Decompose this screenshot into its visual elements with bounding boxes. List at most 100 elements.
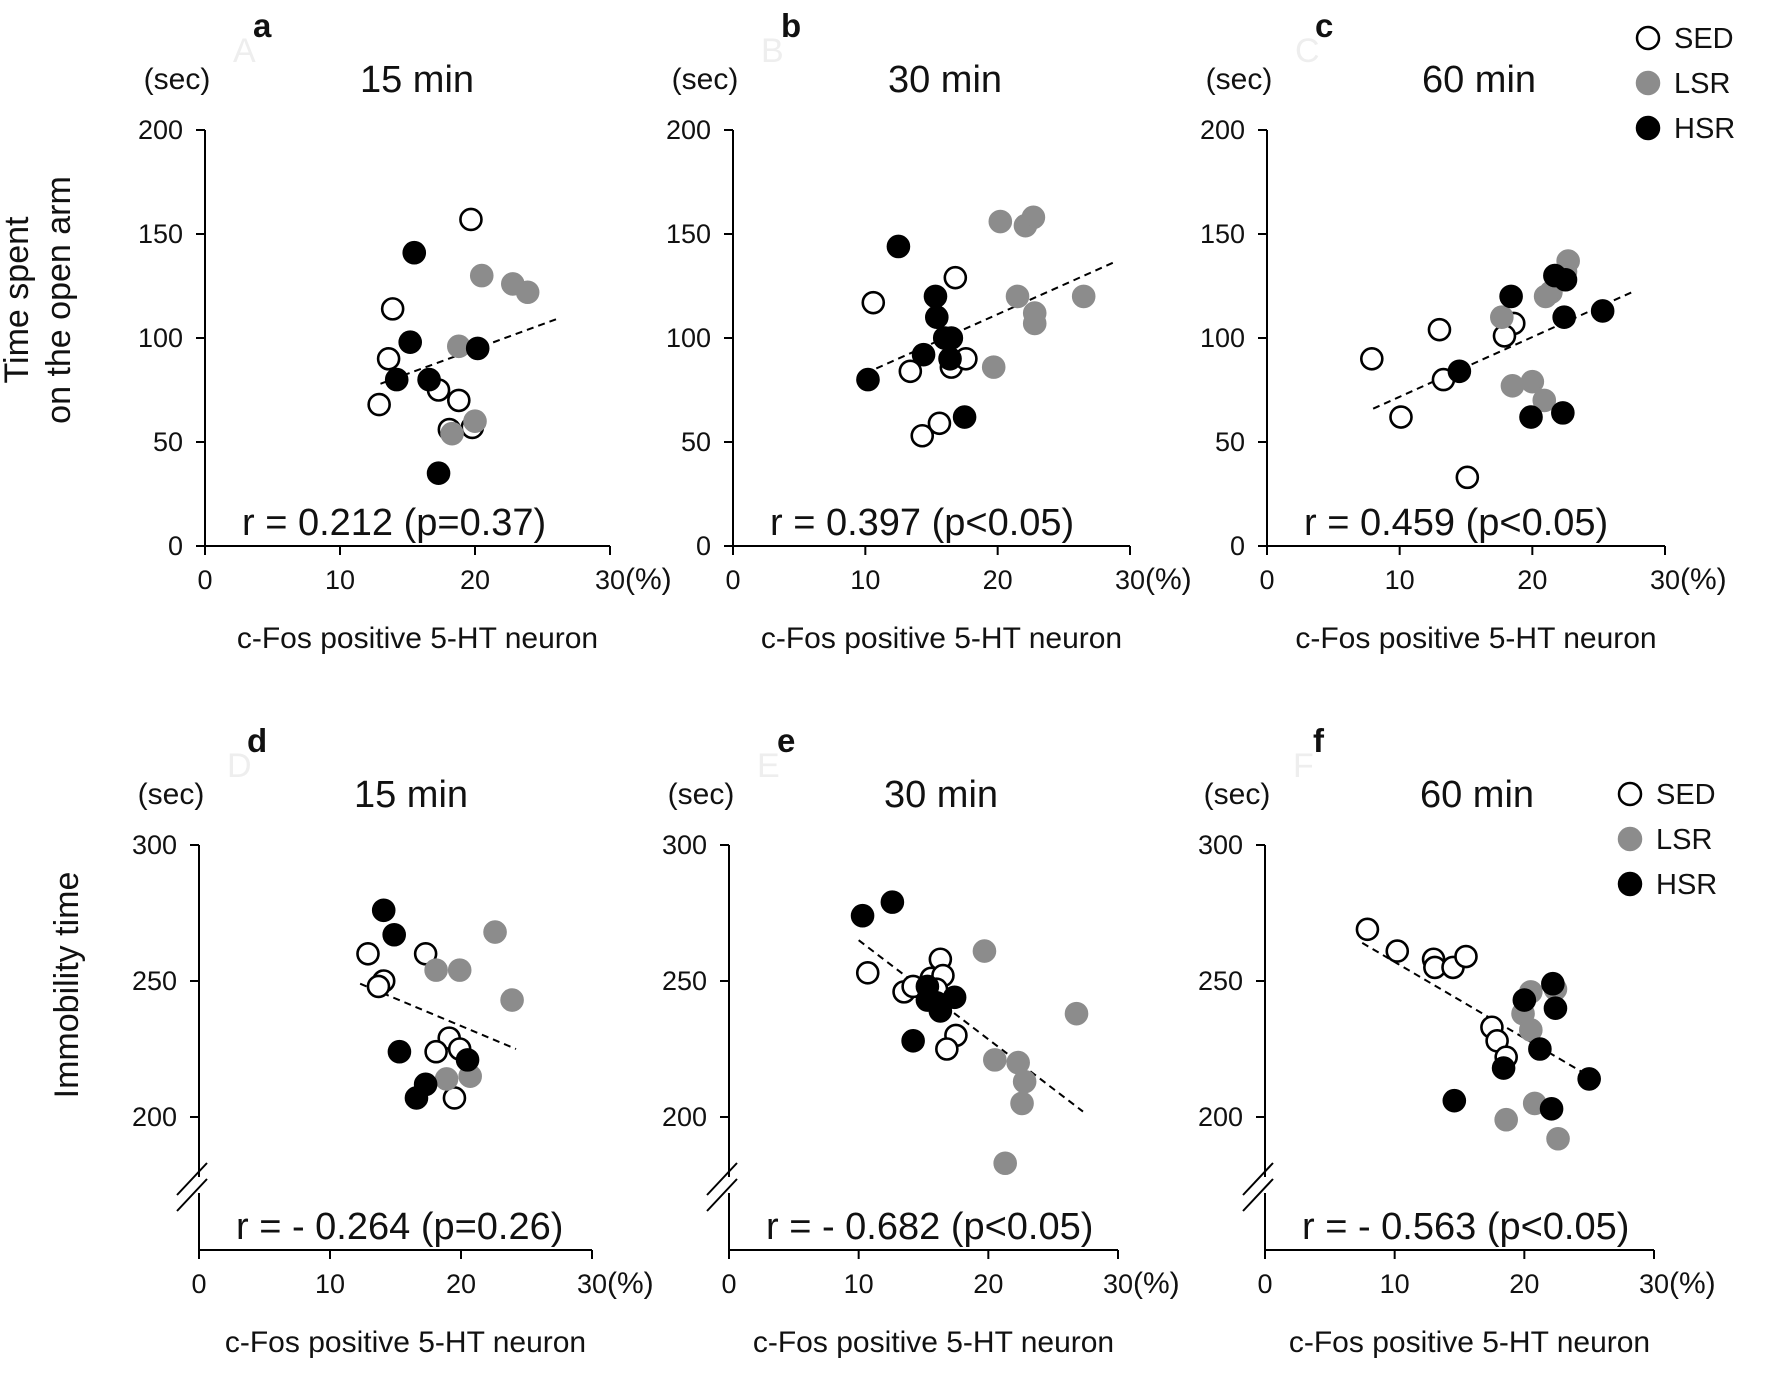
data-point-hsr [455, 1048, 480, 1072]
correlation-annotation: r = - 0.682 (p<0.05) [766, 1206, 1093, 1248]
data-point-hsr [942, 985, 967, 1010]
data-point-hsr [923, 284, 948, 309]
y-tick-label: 0 [168, 531, 183, 561]
legend-bottom: SED LSR HSR [1617, 779, 1717, 901]
data-point-lsr [1071, 284, 1096, 309]
x-axis-label: c-Fos positive 5-HT neuron [1295, 622, 1656, 655]
y-unit-label: (sec) [672, 63, 739, 96]
data-point-lsr [1494, 1107, 1518, 1132]
legend-bottom-hsr-marker [1617, 871, 1643, 897]
y-tick-label: 200 [138, 115, 183, 145]
data-point-lsr [440, 421, 464, 446]
x-unit-label: (%) [1680, 563, 1727, 596]
x-tick-label: 20 [1517, 565, 1547, 595]
data-point-sed [424, 1039, 448, 1064]
y-label-top-line1: Time spent [0, 216, 36, 383]
trendline [864, 260, 1118, 375]
panel-label: e [777, 722, 795, 759]
panel-label: c [1315, 7, 1333, 44]
x-tick-label: 10 [315, 1269, 345, 1299]
data-point-hsr [1551, 401, 1575, 425]
data-point-hsr [1499, 284, 1523, 309]
data-point-lsr [1533, 284, 1558, 309]
axis-break-mark [706, 1178, 738, 1212]
x-tick-label: 10 [325, 565, 355, 595]
axis-break-mark [706, 1162, 738, 1196]
x-tick-label: 10 [850, 565, 880, 595]
y-tick-label: 100 [1200, 323, 1245, 353]
data-point-hsr [1519, 405, 1543, 429]
y-tick-label: 200 [1200, 115, 1245, 145]
data-point-lsr [1012, 1069, 1037, 1094]
x-axis-label: c-Fos positive 5-HT neuron [761, 622, 1122, 655]
data-point-lsr [988, 209, 1013, 234]
data-point-lsr [1519, 1018, 1543, 1042]
data-point-sed [855, 961, 880, 985]
data-point-hsr [850, 903, 875, 928]
data-point-hsr [1512, 988, 1537, 1012]
data-point-hsr [384, 367, 409, 392]
x-tick-label: 20 [460, 565, 490, 595]
y-tick-label: 250 [132, 966, 177, 996]
y-unit-label: (sec) [1206, 63, 1273, 96]
panel-label: b [781, 7, 801, 44]
data-point-sed [1455, 465, 1480, 490]
data-point-lsr [500, 988, 524, 1012]
legend-bottom-lsr-label: LSR [1656, 824, 1712, 856]
data-point-lsr [424, 958, 448, 982]
panel-title: 60 min [1422, 59, 1536, 101]
legend-top-lsr-label: LSR [1674, 68, 1730, 100]
y-unit-label: (sec) [144, 63, 211, 96]
data-point-sed [1454, 944, 1478, 969]
x-axis-label: c-Fos positive 5-HT neuron [225, 1326, 586, 1359]
y-tick-label: 50 [153, 427, 183, 457]
data-point-sed [1355, 917, 1380, 942]
x-unit-label: (%) [607, 1267, 654, 1300]
y-label-top-line2: on the open arm [40, 176, 78, 424]
x-unit-label: (%) [1133, 1267, 1180, 1300]
legend-bottom-hsr-label: HSR [1656, 869, 1717, 901]
data-point-sed [927, 411, 952, 436]
data-point-hsr [398, 330, 423, 354]
panel-ghost-letter: B [761, 32, 784, 70]
data-point-hsr [1447, 359, 1472, 384]
x-tick-label: 10 [1380, 1269, 1410, 1299]
data-point-lsr [483, 920, 507, 944]
y-unit-label: (sec) [138, 778, 205, 811]
x-axis-label: c-Fos positive 5-HT neuron [237, 622, 598, 655]
y-tick-label: 200 [662, 1102, 707, 1132]
panel-c: Cc 60 min (sec) 0 50 100 150 200 0 10 20 30 (%) c-Fos… [1200, 7, 1727, 655]
correlation-annotation: r = 0.459 (p<0.05) [1304, 502, 1608, 544]
x-tick-label: 0 [191, 1269, 206, 1299]
x-tick-label: 20 [983, 565, 1013, 595]
x-tick-label: 30 [1115, 565, 1145, 595]
y-tick-label: 0 [1230, 531, 1245, 561]
y-tick-label: 150 [1200, 219, 1245, 249]
x-unit-label: (%) [1669, 1267, 1716, 1300]
legend-top: SED LSR HSR [1635, 23, 1735, 145]
data-point-sed [1427, 317, 1452, 342]
x-tick-label: 20 [446, 1269, 476, 1299]
data-point-hsr [901, 1029, 925, 1053]
data-point-sed [367, 392, 391, 417]
x-tick-label: 30 [595, 565, 625, 595]
data-point-sed [898, 359, 923, 384]
y-tick-label: 200 [666, 115, 711, 145]
x-tick-label: 30 [1650, 565, 1680, 595]
y-tick-label: 300 [132, 830, 177, 860]
data-point-hsr [1539, 1097, 1564, 1121]
legend-bottom-sed-label: SED [1656, 779, 1716, 811]
data-point-hsr [426, 461, 451, 486]
data-point-sed [376, 346, 401, 371]
data-point-hsr [1491, 1056, 1516, 1080]
y-tick-label: 150 [138, 219, 183, 249]
data-point-hsr [1553, 267, 1578, 292]
data-point-lsr [434, 1067, 459, 1091]
data-point-lsr [1546, 1126, 1570, 1151]
data-point-hsr [465, 336, 490, 361]
data-point-lsr [447, 958, 472, 982]
data-point-sed [356, 941, 380, 966]
data-point-sed [1389, 405, 1413, 429]
data-point-sed [380, 297, 405, 321]
